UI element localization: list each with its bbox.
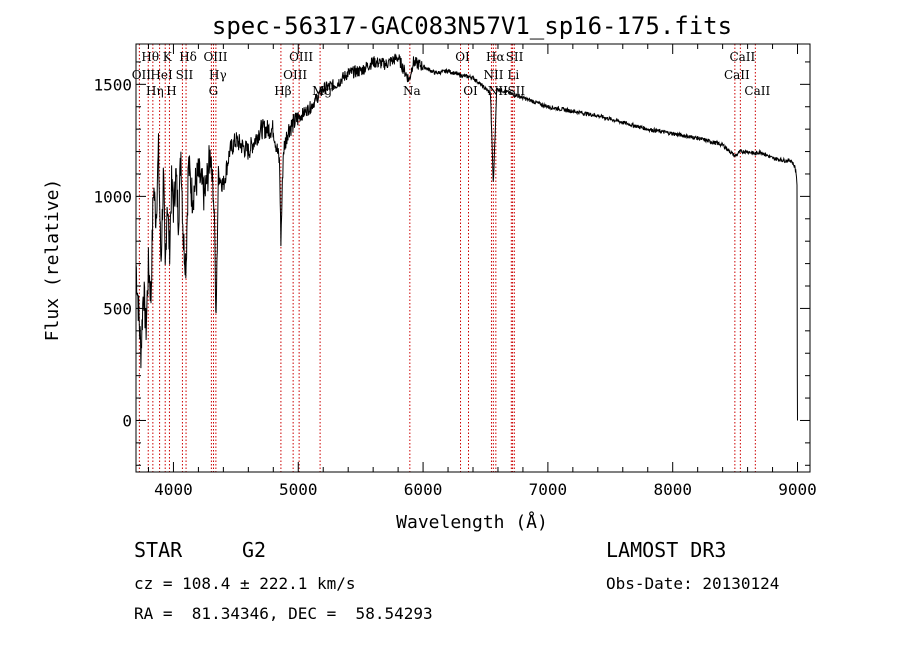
- object-subclass: G2: [242, 538, 267, 562]
- object-class: STAR: [134, 538, 183, 562]
- line-marker-label-4: K: [163, 50, 173, 64]
- plot-frame: [135, 43, 811, 473]
- line-marker-label-19: Hα: [486, 50, 505, 64]
- line-marker-label-23: SII: [507, 84, 525, 98]
- redshift-cz: cz = 108.4 ± 222.1 km/s: [134, 574, 356, 593]
- line-marker-label-18: NII: [483, 68, 503, 82]
- line-marker-label-22: SII: [506, 50, 524, 64]
- line-marker-label-9: OIII: [203, 50, 227, 64]
- sky-coordinates: RA = 81.34346, DEC = 58.54293: [134, 604, 433, 623]
- x-tick-label: 9000: [778, 480, 817, 499]
- line-marker-label-8: G: [209, 84, 219, 98]
- y-tick-label: 0: [122, 411, 132, 430]
- spectrum-series-line: [135, 53, 798, 421]
- y-tick-label: 500: [103, 299, 132, 318]
- line-markers: [138, 44, 756, 472]
- x-tick-label: 7000: [529, 480, 568, 499]
- y-axis-label: Flux (relative): [42, 179, 63, 342]
- observation-date: Obs-Date: 20130124: [606, 574, 780, 593]
- line-marker-label-10: Hγ: [209, 68, 227, 82]
- line-marker-label-7: Hδ: [179, 50, 197, 64]
- line-marker-label-17: OI: [463, 84, 478, 98]
- y-tick-label: 1000: [93, 187, 132, 206]
- y-tick-label: 1500: [93, 75, 132, 94]
- line-marker-label-5: H: [166, 84, 176, 98]
- x-tick-label: 4000: [154, 480, 193, 499]
- line-marker-label-26: CaII: [744, 84, 770, 98]
- x-tick-label: 8000: [653, 480, 692, 499]
- line-marker-label-24: CaII: [724, 68, 750, 82]
- chart-title: spec-56317-GAC083N57V1_sp16-175.fits: [212, 12, 732, 40]
- line-marker-label-11: Hβ: [274, 84, 291, 98]
- line-marker-label-1: OII: [132, 68, 152, 82]
- line-marker-label-6: SII: [176, 68, 194, 82]
- line-marker-label-3: HeI: [150, 68, 173, 82]
- line-marker-label-12: OIII: [283, 68, 307, 82]
- line-marker-label-15: Na: [403, 84, 421, 98]
- line-marker-label-16: OI: [455, 50, 470, 64]
- survey-name: LAMOST DR3: [606, 538, 727, 562]
- line-marker-label-13: OIII: [289, 50, 313, 64]
- x-axis-label: Wavelength (Å): [396, 511, 548, 533]
- x-tick-label: 6000: [404, 480, 443, 499]
- line-marker-label-25: CaII: [729, 50, 755, 64]
- line-marker-label-0: Hθ: [141, 50, 159, 64]
- line-marker-label-2: Hη: [146, 84, 164, 98]
- axis-ticks: 4000 5000 6000 7000 8000 9000 0 500 1000 1500: [93, 44, 817, 499]
- x-tick-label: 5000: [279, 480, 318, 499]
- line-marker-label-21: Li: [507, 68, 519, 82]
